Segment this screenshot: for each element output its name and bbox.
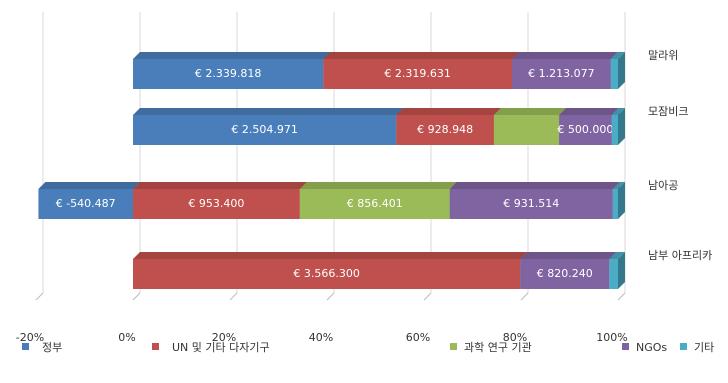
legend-swatch xyxy=(450,343,457,350)
bar-face xyxy=(611,115,618,145)
bar-face xyxy=(493,115,560,145)
floor-line xyxy=(326,292,335,301)
legend-label: UN 및 기타 다자기구 xyxy=(172,341,270,354)
bar-face xyxy=(133,189,300,219)
bar xyxy=(612,182,625,219)
category-label: 남아공 xyxy=(648,179,678,192)
legend-label: 정부 xyxy=(42,341,62,354)
bar-face xyxy=(133,252,528,259)
bar-face xyxy=(618,182,625,219)
bar xyxy=(611,108,625,145)
bar-face xyxy=(618,52,625,89)
bar-face xyxy=(396,115,494,145)
legend-label: 기타 xyxy=(694,341,714,354)
category-label: 말라위 xyxy=(648,49,678,62)
legend-swatch xyxy=(22,343,29,350)
bar-face xyxy=(611,108,625,115)
bar-face xyxy=(610,59,618,89)
bar-face xyxy=(323,52,520,59)
floor-line xyxy=(423,292,432,301)
bar-face xyxy=(133,259,521,289)
value-label: € 2.339.818 xyxy=(195,67,261,80)
bar-face xyxy=(559,115,612,145)
bar-face xyxy=(520,259,610,289)
bar-face xyxy=(133,182,307,189)
bar-face xyxy=(133,59,324,89)
bar-face xyxy=(323,59,513,89)
floor-line xyxy=(229,292,238,301)
value-label: € 3.566.300 xyxy=(293,267,359,280)
bar xyxy=(609,252,625,289)
value-label: € 856.401 xyxy=(347,197,403,210)
category-label: 모잠비크 xyxy=(648,105,688,118)
bar-face xyxy=(610,52,625,59)
floor-line xyxy=(35,292,44,301)
value-label: € 1.213.077 xyxy=(528,67,594,80)
bar-face xyxy=(559,108,619,115)
x-tick-label: -20% xyxy=(16,331,44,344)
bar-face xyxy=(133,108,404,115)
legend-swatch xyxy=(152,343,159,350)
bar-face xyxy=(449,189,613,219)
bar-face xyxy=(396,108,501,115)
value-label: € 953.400 xyxy=(188,197,244,210)
bar-face xyxy=(133,115,397,145)
bar-face xyxy=(612,182,625,189)
floor-line xyxy=(520,292,529,301)
bar xyxy=(493,108,567,145)
legend-swatch xyxy=(622,343,629,350)
legend-label: 과학 연구 기관 xyxy=(464,341,532,354)
x-tick-label: 0% xyxy=(118,331,135,344)
bar-face xyxy=(299,182,457,189)
legend-label: NGOs xyxy=(636,341,667,354)
bar-face xyxy=(609,252,625,259)
bar xyxy=(610,52,625,89)
bar-face xyxy=(38,182,140,189)
bar-face xyxy=(612,189,618,219)
x-tick-label: 40% xyxy=(309,331,333,344)
value-label: € 820.240 xyxy=(537,267,593,280)
value-label: € 928.948 xyxy=(417,123,473,136)
bar-face xyxy=(449,182,620,189)
legend-swatch xyxy=(680,343,687,350)
bar xyxy=(38,182,140,219)
value-label: € 2.319.631 xyxy=(384,67,450,80)
bar-face xyxy=(512,59,611,89)
x-tick-label: 80% xyxy=(503,331,527,344)
bar xyxy=(133,252,528,289)
bar-face xyxy=(520,252,617,259)
value-label: € 2.504.971 xyxy=(231,123,297,136)
bar-face xyxy=(618,252,625,289)
bar-face xyxy=(512,52,618,59)
bar-face xyxy=(299,189,450,219)
floor-line xyxy=(132,292,141,301)
bar-face xyxy=(618,108,625,145)
bar-face xyxy=(133,52,331,59)
floor-line xyxy=(617,292,626,301)
bar xyxy=(133,108,404,145)
value-label: € 931.514 xyxy=(503,197,559,210)
value-label: € -540.487 xyxy=(56,197,116,210)
x-tick-label: 20% xyxy=(212,331,236,344)
value-label: € 500.000 xyxy=(557,123,613,136)
x-tick-label: 60% xyxy=(406,331,430,344)
bar-face xyxy=(609,259,618,289)
bar-face xyxy=(38,189,133,219)
x-tick-label: 100% xyxy=(596,331,627,344)
bar xyxy=(323,52,520,89)
category-label: 남부 아프리카 xyxy=(648,249,712,262)
bar-face xyxy=(493,108,567,115)
